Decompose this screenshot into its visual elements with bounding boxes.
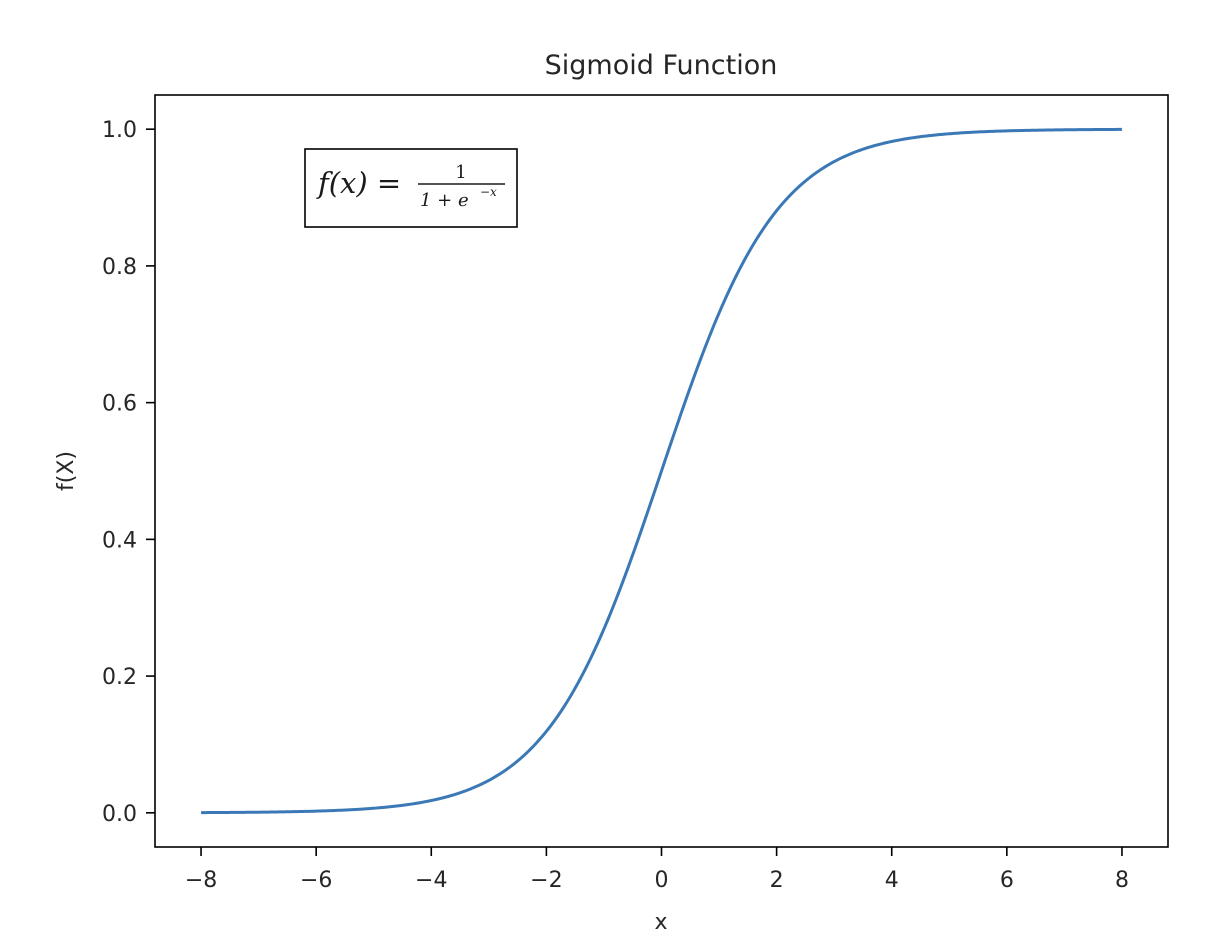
formula-numerator: 1: [455, 162, 466, 183]
x-tick-label: −8: [185, 868, 217, 893]
x-axis: −8 −6 −4 −2 0 2 4 6 8: [185, 847, 1129, 893]
y-axis-label: f(X): [54, 451, 79, 491]
x-tick-label: 0: [655, 868, 669, 893]
y-tick-label: 0.0: [102, 802, 137, 827]
series-line-sigmoid: [201, 127, 1122, 815]
y-axis: 0.0 0.2 0.4 0.6 0.8 1.0: [102, 118, 155, 827]
x-tick-label: 4: [885, 868, 899, 893]
x-tick-label: 2: [770, 868, 784, 893]
x-tick-label: −6: [300, 868, 332, 893]
x-tick-label: 6: [1000, 868, 1014, 893]
formula-lhs: f(x) =: [316, 166, 401, 200]
y-tick-label: 1.0: [102, 118, 137, 143]
y-tick-label: 0.2: [102, 665, 137, 690]
y-tick-label: 0.6: [102, 392, 137, 417]
y-tick-label: 0.4: [102, 528, 137, 553]
x-tick-label: −4: [415, 868, 447, 893]
formula-annotation: f(x) = 1 1 + e −x: [304, 148, 518, 228]
plot-area: [201, 127, 1122, 815]
y-tick-label: 0.8: [102, 255, 137, 280]
chart-title: Sigmoid Function: [545, 50, 778, 81]
x-axis-label: x: [654, 910, 667, 935]
formula-box-border: [304, 148, 518, 228]
formula-exponent: −x: [480, 185, 497, 199]
x-tick-label: 8: [1115, 868, 1129, 893]
x-tick-label: −2: [530, 868, 562, 893]
formula-denominator: 1 + e: [420, 190, 469, 211]
